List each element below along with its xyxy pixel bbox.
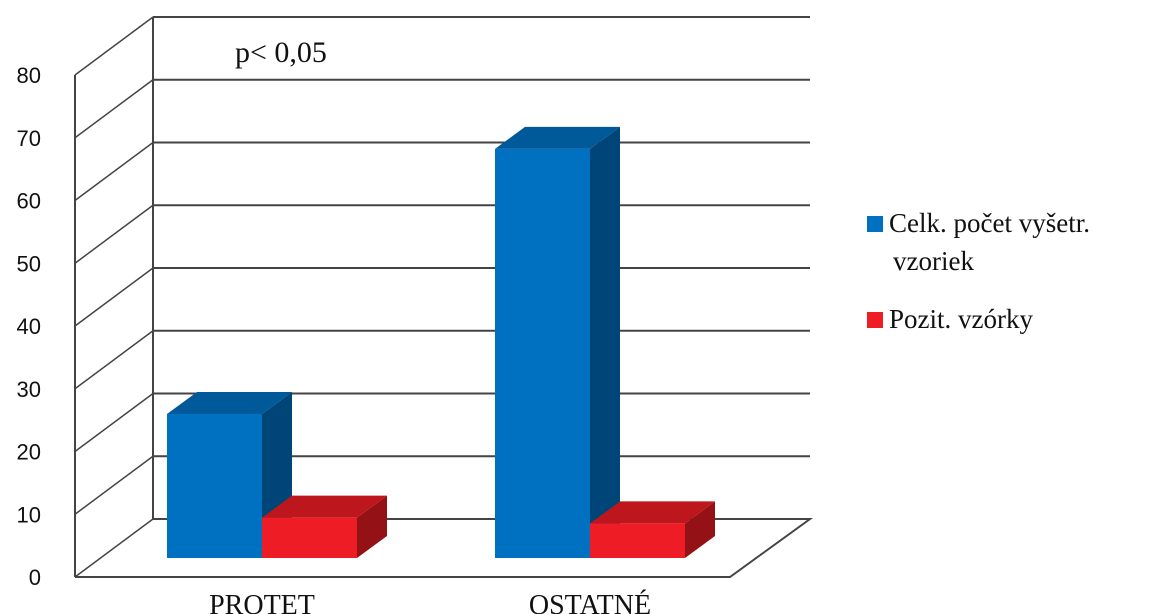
side-gridline <box>74 79 154 139</box>
legend-swatch <box>867 312 883 328</box>
bar-side <box>357 495 387 558</box>
side-gridline <box>74 392 154 453</box>
side-gridline <box>74 455 154 515</box>
labels: 0 10 20 30 40 50 60 70 80 PROTET OSTATNÉ <box>17 63 652 614</box>
legend-swatch <box>867 216 883 232</box>
significance-annotation: p< 0,05 <box>235 36 327 69</box>
side-gridline <box>74 16 154 76</box>
y-tick-label: 10 <box>17 502 41 527</box>
y-tick-label: 0 <box>29 565 41 590</box>
legend-label: Pozit. vzórky <box>889 304 1033 334</box>
bars <box>167 126 715 559</box>
bar-top <box>262 495 387 518</box>
bar-side <box>685 501 715 558</box>
bar-front <box>262 517 357 558</box>
side-gridline <box>74 518 154 578</box>
bar <box>590 501 715 558</box>
axes <box>74 17 814 578</box>
bar-front <box>590 523 685 558</box>
x-tick-label: PROTET <box>209 590 315 614</box>
bar-side <box>590 126 620 559</box>
bar-top <box>495 126 620 149</box>
bar-front <box>495 148 590 559</box>
side-gridline <box>74 141 154 202</box>
side-gridline <box>74 330 154 390</box>
y-tick-label: 30 <box>17 377 41 402</box>
bar-front <box>167 413 262 558</box>
legend-label: Celk. počet vyšetr. <box>889 208 1090 238</box>
bar-top <box>590 501 715 524</box>
side-gridline <box>74 204 154 264</box>
y-tick-label: 50 <box>17 251 41 276</box>
bar-top <box>167 391 292 414</box>
x-tick-label: OSTATNÉ <box>529 590 651 614</box>
y-tick-label: 70 <box>17 126 41 151</box>
legend: Celk. počet vyšetr. vzoriek Pozit. vzórky <box>867 208 1090 334</box>
bar <box>262 495 387 558</box>
y-tick-label: 20 <box>17 440 41 465</box>
y-tick-label: 40 <box>17 314 41 339</box>
y-tick-label: 60 <box>17 189 41 214</box>
floor <box>75 518 814 578</box>
legend-label: vzoriek <box>893 246 974 276</box>
bar <box>495 126 620 559</box>
y-tick-label: 80 <box>17 63 41 88</box>
side-gridline <box>74 267 154 327</box>
